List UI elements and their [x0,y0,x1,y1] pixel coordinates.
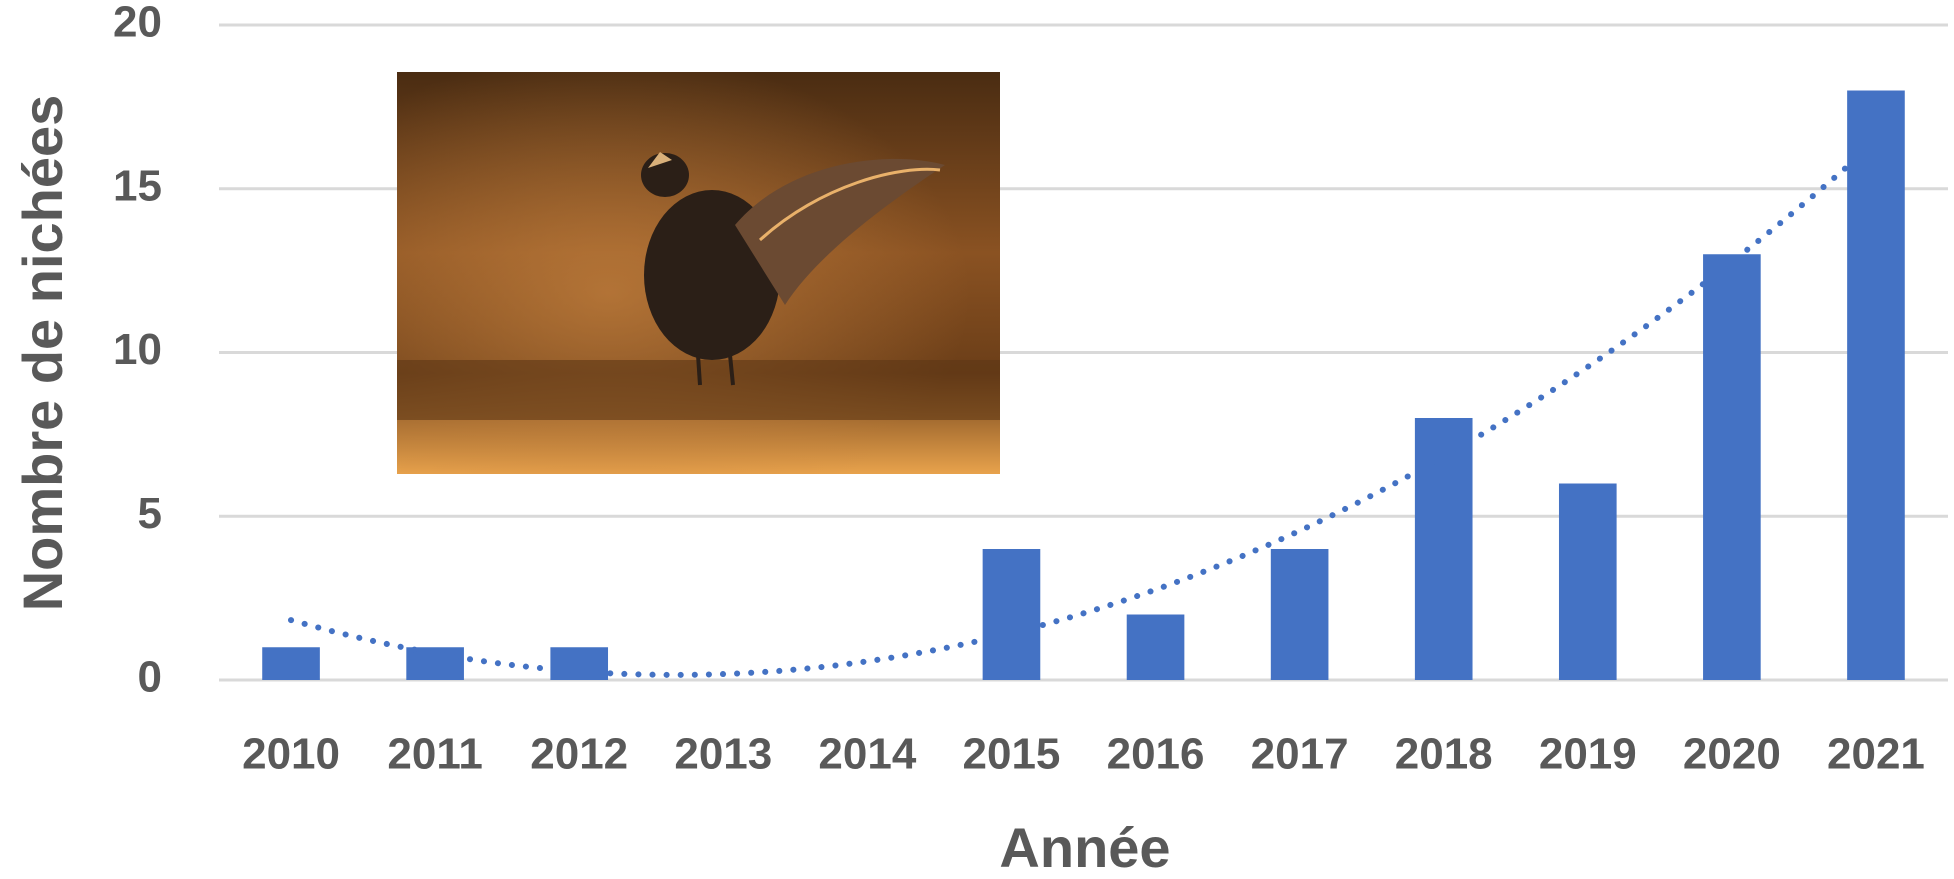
photo-inset [397,72,1000,474]
x-tick-label: 2017 [1251,730,1349,779]
x-tick-label: 2021 [1827,730,1925,779]
y-tick-label: 20 [113,0,162,47]
bar [262,647,320,680]
bar [1559,484,1617,681]
x-tick-label: 2011 [387,730,482,779]
x-tick-label: 2012 [530,730,628,779]
x-axis-title: Année [999,816,1170,879]
x-tick-label: 2016 [1107,730,1205,779]
bar [1847,91,1905,681]
y-tick-label: 15 [113,161,162,210]
x-tick-label: 2018 [1395,730,1493,779]
bar [550,647,608,680]
chart: 0 5 10 15 20 2010 2011 2012 2013 2014 2015 2016 2017… [0,0,1954,879]
x-tick-label: 2019 [1539,730,1637,779]
plot-area: 0 5 10 15 20 2010 2011 2012 2013 2014 2015 2016 2017… [113,0,1948,779]
y-tick-label: 5 [138,489,162,538]
x-tick-label: 2015 [963,730,1061,779]
bar [1703,254,1761,680]
bar [1271,549,1329,680]
x-tick-label: 2020 [1683,730,1781,779]
x-tick-label: 2010 [242,730,340,779]
y-tick-label: 10 [113,325,162,374]
y-tick-label: 0 [138,653,162,702]
x-tick-label: 2014 [818,730,916,779]
y-axis-title: Nombre de nichées [11,95,74,612]
x-tick-label: 2013 [674,730,772,779]
bar [1127,615,1185,681]
bar [983,549,1041,680]
